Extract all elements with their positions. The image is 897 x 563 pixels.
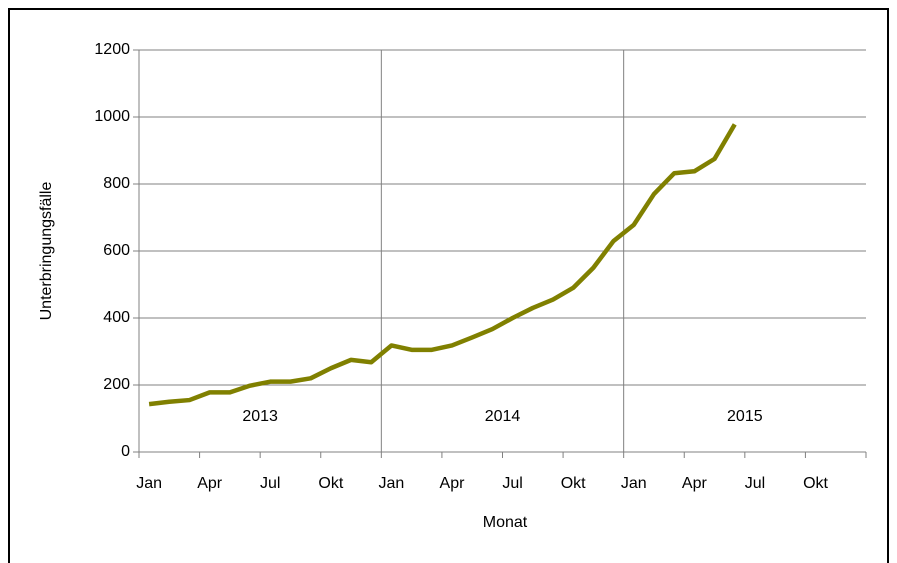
y-tick-label: 1000 [94, 108, 130, 125]
y-tick-label: 600 [103, 242, 130, 259]
year-label: 2015 [727, 408, 763, 425]
y-axis-label: Unterbringungsfälle [38, 182, 55, 321]
y-tick-label: 0 [121, 443, 130, 460]
data-line [148, 123, 737, 407]
x-tick-label: Apr [197, 475, 223, 492]
year-label: 2014 [485, 408, 521, 425]
x-tick-label: Jul [260, 475, 280, 492]
x-tick-label: Okt [803, 475, 828, 492]
x-tick-label: Okt [561, 475, 586, 492]
x-axis-label: Monat [483, 514, 528, 531]
y-tick-label: 200 [103, 376, 130, 393]
x-tick-label: Jul [745, 475, 765, 492]
x-tick-label: Jan [621, 475, 647, 492]
y-tick-label: 800 [103, 175, 130, 192]
year-label: 2013 [242, 408, 278, 425]
x-tick-label: Jan [136, 475, 162, 492]
x-tick-label: Jan [379, 475, 405, 492]
y-tick-label: 1200 [94, 41, 130, 58]
x-tick-label: Apr [682, 475, 708, 492]
x-tick-label: Okt [318, 475, 343, 492]
x-tick-label: Jul [502, 475, 522, 492]
x-tick-label: Apr [440, 475, 466, 492]
chart-frame [8, 8, 889, 563]
y-tick-label: 400 [103, 309, 130, 326]
